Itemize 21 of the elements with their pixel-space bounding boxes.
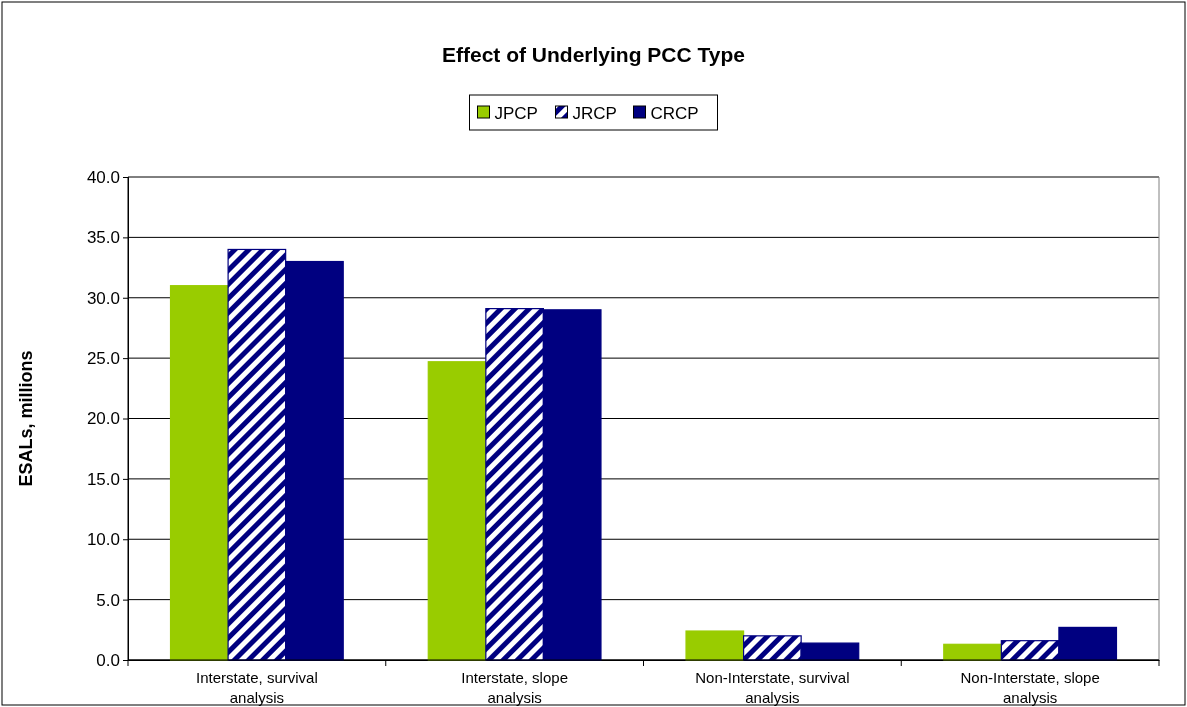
y-tick-label: 0.0 (96, 650, 120, 670)
y-tick-label: 5.0 (96, 590, 120, 610)
legend-label: CRCP (650, 104, 699, 123)
legend-label: JRCP (572, 104, 617, 123)
y-tick-label: 20.0 (86, 409, 120, 429)
y-tick-label: 15.0 (86, 469, 120, 489)
y-axis-title: ESALs, millions (16, 350, 36, 487)
x-tick-label: Interstate, survival analysis (196, 669, 318, 706)
chart-title: Effect of Underlying PCC Type (442, 43, 745, 66)
legend-label: JPCP (494, 104, 538, 123)
y-tick-label: 30.0 (86, 288, 120, 308)
x-tick-label: Interstate, slope analysis (461, 669, 568, 706)
x-tick-label: Non-Interstate, survival analysis (695, 669, 850, 706)
x-tick-label: Non-Interstate, slope analysis (960, 669, 1100, 706)
bar (427, 361, 487, 661)
y-tick-label: 35.0 (86, 228, 120, 248)
bar (685, 630, 745, 661)
y-tick-label: 25.0 (86, 349, 120, 369)
y-tick-label: 10.0 (86, 530, 120, 550)
y-tick-label: 40.0 (86, 167, 120, 187)
bar (169, 285, 229, 661)
